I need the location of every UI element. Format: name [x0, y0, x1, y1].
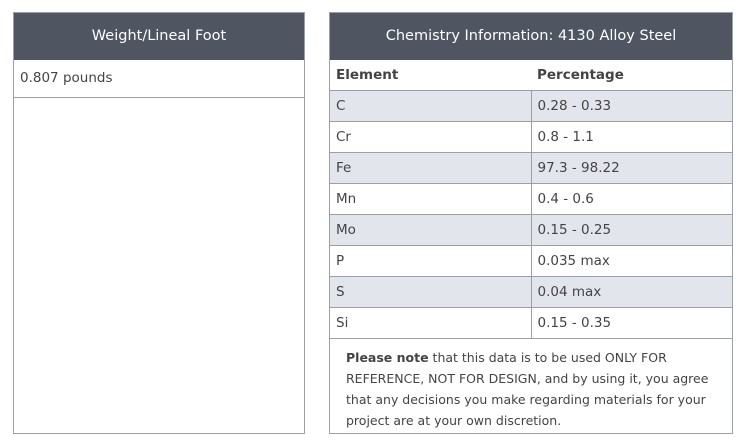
percentage-cell: 0.4 - 0.6 [530, 182, 732, 215]
weight-value: 0.807 pounds [14, 60, 304, 98]
element-cell: Mn [330, 182, 532, 215]
table-row: Mn 0.4 - 0.6 [330, 182, 732, 215]
disclaimer-note: Please note that this data is to be used… [330, 339, 732, 431]
table-row: Mo 0.15 - 0.25 [330, 213, 732, 246]
percentage-cell: 97.3 - 98.22 [530, 151, 732, 184]
percentage-cell: 0.15 - 0.25 [530, 213, 732, 246]
column-header-percentage: Percentage [537, 66, 624, 83]
table-row: C 0.28 - 0.33 [330, 89, 732, 122]
note-label: Please note [346, 349, 429, 365]
element-cell: P [330, 244, 532, 277]
table-row: P 0.035 max [330, 244, 732, 277]
table-row: Fe 97.3 - 98.22 [330, 151, 732, 184]
column-header-element: Element [336, 66, 399, 83]
element-cell: Si [330, 306, 532, 339]
weight-panel: Weight/Lineal Foot 0.807 pounds [13, 12, 305, 434]
percentage-cell: 0.035 max [530, 244, 732, 277]
element-cell: Cr [330, 120, 532, 153]
element-cell: C [330, 89, 532, 122]
chemistry-header: Chemistry Information: 4130 Alloy Steel [330, 13, 732, 60]
percentage-cell: 0.04 max [530, 275, 732, 308]
note-text: that this data is to be used ONLY FOR RE… [346, 349, 709, 428]
table-header-row: Element Percentage [330, 60, 732, 90]
percentage-cell: 0.15 - 0.35 [530, 306, 732, 339]
table-row: Cr 0.8 - 1.1 [330, 120, 732, 153]
percentage-cell: 0.8 - 1.1 [530, 120, 732, 153]
chemistry-panel: Chemistry Information: 4130 Alloy Steel … [329, 12, 733, 434]
element-cell: S [330, 275, 532, 308]
table-row: S 0.04 max [330, 275, 732, 308]
weight-header: Weight/Lineal Foot [14, 13, 304, 60]
chemistry-table: Element Percentage C 0.28 - 0.33 Cr 0.8 … [330, 60, 732, 339]
element-cell: Fe [330, 151, 532, 184]
table-row: Si 0.15 - 0.35 [330, 306, 732, 339]
percentage-cell: 0.28 - 0.33 [530, 89, 732, 122]
element-cell: Mo [330, 213, 532, 246]
